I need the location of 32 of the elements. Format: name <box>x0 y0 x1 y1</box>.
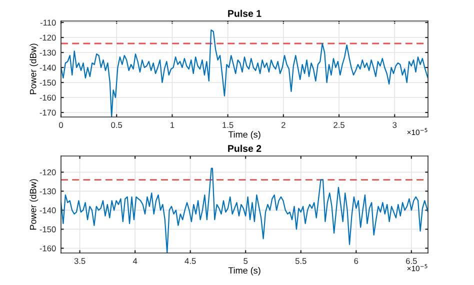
chart-title: Pulse 2 <box>228 144 262 152</box>
x-tick-label: 1.5 <box>222 122 234 128</box>
y-tick-label: -160 <box>40 94 56 101</box>
y-tick-label: -150 <box>40 80 56 86</box>
y-tick-label: -170 <box>40 110 56 116</box>
x-tick-label: 2 <box>282 122 286 128</box>
x-tick-label: 4.5 <box>184 258 196 264</box>
y-tick-label: -160 <box>40 245 56 252</box>
x-tick-label: 5.5 <box>295 258 306 264</box>
x-tick-label: 3 <box>392 122 397 128</box>
x-axis-title: Time (s) <box>228 131 260 140</box>
y-axis-title: Power (dBw) <box>30 179 38 230</box>
x-tick-label: 0.5 <box>111 122 122 128</box>
y-tick-label: -140 <box>40 207 56 214</box>
y-tick-label: -120 <box>40 34 56 41</box>
y-tick-label: -110 <box>40 20 56 26</box>
y-tick-label: -150 <box>40 226 56 232</box>
chart-title: Pulse 1 <box>228 10 262 17</box>
x-tick-label: 6.5 <box>406 258 417 264</box>
y-tick-label: -140 <box>40 64 56 71</box>
y-tick-label: -120 <box>40 169 56 176</box>
y-tick-label: -130 <box>40 50 56 56</box>
y-axis-title: Power (dBw) <box>30 44 38 94</box>
x-tick-label: 4 <box>132 258 138 264</box>
x-tick-label: 0 <box>59 122 63 128</box>
x-tick-label: 6 <box>354 258 358 264</box>
x-tick-label: 2.5 <box>334 122 344 128</box>
x-tick-label: 3.5 <box>74 258 86 264</box>
x-axis-title: Time (s) <box>228 267 260 276</box>
y-tick-label: -130 <box>40 188 56 194</box>
x-tick-label: 1 <box>170 122 174 128</box>
x-tick-label: 5 <box>244 258 248 264</box>
